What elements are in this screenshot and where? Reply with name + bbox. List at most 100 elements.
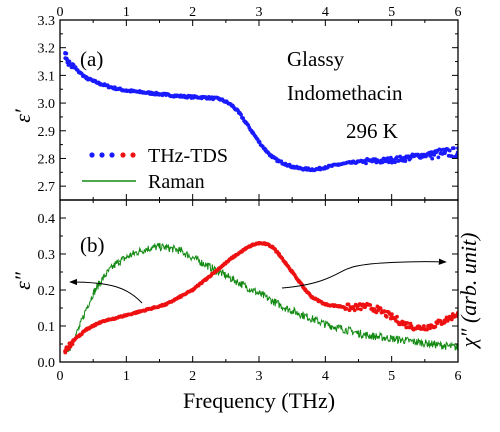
thz-dot-b	[378, 306, 383, 311]
annotation-temperature: 296 K	[346, 119, 398, 143]
raman-point	[145, 248, 147, 250]
x-axis-label: Frequency (THz)	[183, 388, 335, 413]
raman-point	[430, 343, 433, 345]
y-tick-label-b: 0.4	[38, 212, 56, 227]
raman-point	[178, 249, 181, 252]
panel-label-b: (b)	[80, 233, 105, 257]
raman-point	[443, 345, 446, 347]
raman-line	[67, 242, 458, 352]
thz-dot-a	[440, 152, 445, 156]
thz-dot-a	[63, 56, 68, 60]
x-tick-label-top: 6	[455, 5, 462, 20]
legend-label-thz: THz-TDS	[148, 145, 228, 167]
thz-dot-b	[346, 302, 351, 307]
raman-point	[351, 330, 353, 333]
y-tick-label-a: 2.7	[38, 180, 56, 195]
raman-point	[244, 285, 247, 288]
y-tick-label-b: 0.2	[38, 284, 56, 299]
thz-dot-b	[63, 350, 68, 355]
thz-dot-b	[359, 307, 363, 312]
raman-point	[85, 307, 88, 309]
thz-dot-a	[447, 148, 452, 153]
thz-dot-a	[364, 161, 368, 166]
y-tick-label-b: 0.0	[38, 356, 56, 371]
thz-dot-a	[385, 156, 390, 161]
legend-label-raman: Raman	[148, 171, 205, 193]
x-tick-label-bottom: 0	[57, 369, 64, 384]
y-tick-label-a: 2.8	[38, 152, 56, 167]
thz-dot-a	[455, 152, 458, 157]
x-tick-label-top: 5	[388, 5, 395, 20]
thz-dot-a	[380, 160, 385, 165]
raman-point	[377, 336, 380, 338]
thz-dot-a	[430, 156, 435, 161]
raman-point	[92, 292, 94, 295]
y-tick-label-a: 3.0	[38, 97, 56, 112]
legend: THz-TDS Raman	[82, 145, 228, 193]
thz-dot-b	[347, 308, 352, 313]
raman-point	[158, 246, 161, 248]
y-tick-label-a: 3.1	[38, 69, 56, 84]
raman-point	[298, 312, 300, 315]
x-tick-label-top: 2	[189, 5, 196, 20]
raman-point	[165, 246, 167, 249]
raman-point	[284, 307, 287, 309]
thz-dot-a	[428, 154, 432, 158]
thz-dot-b	[395, 314, 399, 319]
arrow-to-right-axis	[281, 258, 447, 289]
thz-dot-b	[368, 303, 373, 307]
thz-dot-b	[450, 312, 455, 316]
raman-point	[79, 325, 81, 327]
thz-dot-b	[355, 306, 360, 311]
x-tick-label-bottom: 6	[455, 369, 462, 384]
thz-dot-a	[403, 159, 408, 164]
x-tick-label-top: 1	[123, 5, 130, 20]
y-tick-label-b: 0.1	[38, 320, 56, 335]
raman-point	[417, 341, 420, 344]
thz-dot-b	[405, 321, 410, 325]
thz-dot-a	[67, 59, 72, 64]
thz-dot-b	[382, 309, 387, 314]
x-tick-label-top: 0	[57, 5, 64, 20]
x-tick-label-bottom: 4	[322, 369, 329, 384]
thz-dot-a	[239, 112, 243, 117]
x-tick-label-bottom: 1	[123, 369, 130, 384]
y-tick-label-a: 3.3	[38, 14, 56, 29]
raman-point	[205, 264, 207, 266]
y-axis-label-right: χ″ (arb. unit)	[456, 233, 481, 350]
thz-dot-a	[449, 154, 454, 159]
thz-dot-b	[352, 308, 357, 313]
x-tick-label-top: 4	[322, 5, 329, 20]
raman-point	[152, 246, 154, 249]
axis-ticks	[59, 19, 459, 363]
panel-a-frame	[59, 19, 459, 201]
thz-dot-b	[433, 324, 438, 329]
thz-dot-a	[395, 155, 399, 160]
raman-point	[138, 250, 141, 252]
thz-dot-a	[64, 51, 69, 56]
thz-dot-b	[390, 312, 394, 316]
x-tick-label-bottom: 2	[189, 369, 196, 384]
y-tick-label-a: 2.9	[38, 125, 56, 140]
raman-point	[132, 253, 134, 255]
legend-marker-thz	[89, 152, 136, 158]
y-axis-label-a: ε′	[10, 108, 35, 123]
panel-label-a: (a)	[80, 47, 103, 71]
thz-dot-b	[374, 310, 379, 315]
x-tick-label-bottom: 3	[256, 369, 263, 384]
arrow-to-left-axis	[69, 278, 143, 304]
thz-dot-a	[397, 158, 401, 163]
thz-dot-a	[257, 140, 262, 144]
raman-point	[112, 265, 114, 268]
raman-point	[390, 337, 393, 340]
x-tick-label-top: 3	[256, 5, 263, 20]
annotation-glassy: Glassy	[287, 47, 345, 71]
thz-dot-a	[452, 146, 456, 151]
raman-point	[311, 318, 313, 320]
raman-point	[125, 256, 128, 259]
thz-dot-b	[422, 324, 426, 328]
annotation-sample: Indomethacin	[287, 81, 403, 105]
panel-b-frame	[59, 199, 459, 363]
raman-point	[105, 273, 108, 275]
